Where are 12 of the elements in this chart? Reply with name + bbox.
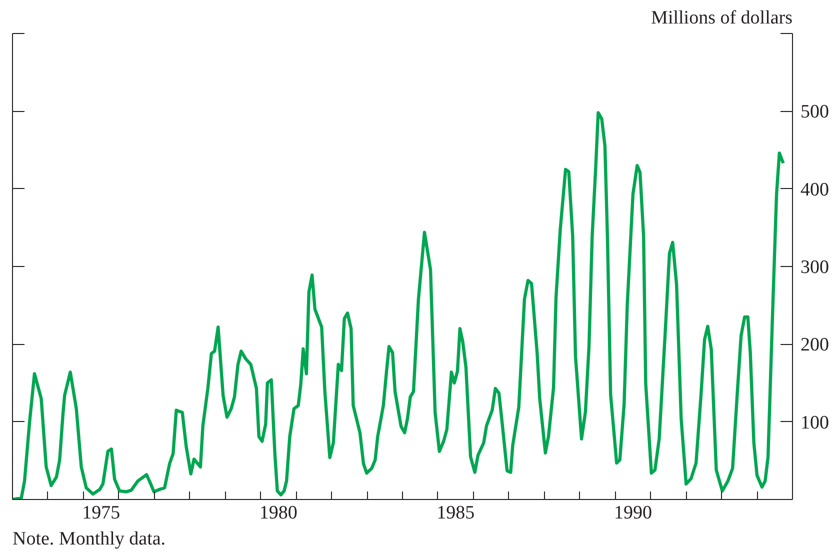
x-tick-label: 1990: [614, 502, 652, 524]
y-tick-label: 500: [800, 102, 829, 123]
y-tick-label: 200: [800, 334, 829, 356]
x-tick-label: 1985: [436, 502, 475, 524]
y-tick-label: 300: [800, 257, 829, 278]
x-tick-label: 1975: [82, 502, 120, 524]
line-series: [12, 111, 785, 500]
y-tick-label: 400: [800, 179, 829, 200]
y-tick-label: 100: [800, 412, 829, 434]
x-tick-label: 1980: [259, 502, 298, 524]
text: Note. Monthly data.: [12, 528, 166, 550]
y-axis-title: Millions of dollars: [651, 8, 793, 28]
